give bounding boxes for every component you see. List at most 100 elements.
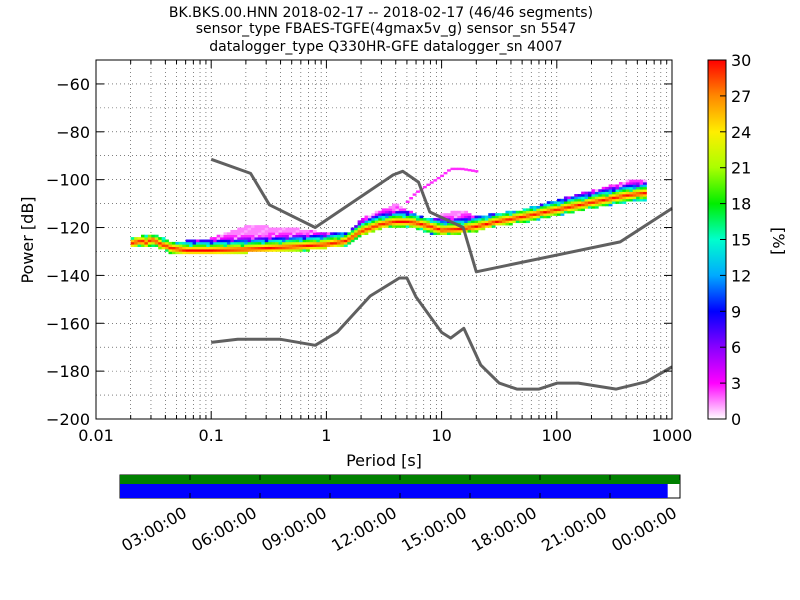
heatmap-cell bbox=[457, 213, 462, 216]
heatmap-cell bbox=[391, 215, 396, 219]
heatmap-cell bbox=[285, 244, 290, 247]
heatmap-cell bbox=[584, 196, 589, 200]
heatmap-cell bbox=[244, 246, 248, 250]
heatmap-cell bbox=[567, 203, 572, 207]
heatmap-cell bbox=[570, 205, 575, 209]
heatmap-cell bbox=[264, 249, 269, 252]
heatmap-cell bbox=[615, 191, 620, 195]
heatmap-cell bbox=[388, 210, 393, 214]
heatmap-cell bbox=[378, 225, 383, 228]
heatmap-cell bbox=[440, 232, 444, 236]
heatmap-cell bbox=[416, 220, 420, 224]
heatmap-cell bbox=[374, 225, 379, 228]
heatmap-cell bbox=[206, 251, 211, 255]
heatmap-cell bbox=[639, 189, 644, 192]
heatmap-cell bbox=[584, 205, 589, 209]
heatmap-cell bbox=[264, 241, 269, 245]
heatmap-cell bbox=[326, 234, 331, 238]
heatmap-cell bbox=[292, 241, 297, 245]
heatmap-cell bbox=[244, 249, 248, 252]
heatmap-cell bbox=[477, 222, 482, 226]
heatmap-cell bbox=[357, 222, 362, 226]
heatmap-cell bbox=[467, 215, 472, 219]
heatmap-cell bbox=[168, 249, 173, 252]
heatmap-cell bbox=[422, 220, 427, 224]
heatmap-cell bbox=[398, 208, 403, 212]
heatmap-cell bbox=[168, 244, 173, 247]
heatmap-cell bbox=[357, 225, 362, 228]
heatmap-cell bbox=[416, 222, 420, 226]
heatmap-cell bbox=[443, 213, 448, 216]
heatmap-cell bbox=[354, 234, 359, 238]
colorbar-tick-label: 6 bbox=[731, 338, 741, 357]
heatmap-cell bbox=[546, 210, 551, 214]
heatmap-cell bbox=[629, 196, 634, 200]
heatmap-cell bbox=[278, 229, 283, 233]
heatmap-cell bbox=[550, 201, 555, 204]
heatmap-cell bbox=[422, 227, 427, 231]
heatmap-cell bbox=[264, 244, 269, 247]
heatmap-cell bbox=[488, 215, 493, 219]
heatmap-cell bbox=[316, 246, 321, 250]
heatmap-cell bbox=[618, 182, 623, 185]
heatmap-cell bbox=[615, 184, 620, 188]
x-tick-label: 0.01 bbox=[78, 426, 114, 445]
heatmap-cell bbox=[226, 251, 231, 255]
heatmap-cell bbox=[254, 246, 259, 250]
heatmap-cell bbox=[220, 239, 224, 243]
heatmap-cell bbox=[251, 246, 255, 250]
heatmap-cell bbox=[581, 208, 585, 212]
heatmap-cell bbox=[536, 208, 541, 212]
colorbar-tick-label: 30 bbox=[731, 51, 751, 70]
heatmap-cell bbox=[429, 225, 434, 228]
heatmap-cell bbox=[275, 241, 279, 245]
heatmap-cell bbox=[436, 227, 441, 231]
heatmap-cell bbox=[288, 241, 293, 245]
heatmap-cell bbox=[354, 227, 359, 231]
heatmap-cell bbox=[199, 249, 204, 252]
heatmap-cell bbox=[598, 198, 603, 202]
heatmap-cell bbox=[464, 222, 469, 226]
heatmap-cell bbox=[567, 208, 572, 212]
heatmap-cell bbox=[477, 227, 482, 231]
heatmap-cell bbox=[450, 215, 455, 219]
heatmap-cell bbox=[409, 210, 414, 214]
heatmap-cell bbox=[171, 241, 176, 245]
heatmap-cell bbox=[275, 227, 279, 231]
heatmap-cell bbox=[395, 210, 400, 214]
heatmap-cell bbox=[522, 210, 527, 214]
heatmap-cell bbox=[285, 232, 290, 236]
heatmap-cell bbox=[333, 244, 338, 247]
heatmap-cell bbox=[275, 244, 279, 247]
heatmap-cell bbox=[230, 232, 235, 236]
heatmap-cell bbox=[374, 215, 379, 219]
heatmap-cell bbox=[632, 194, 637, 197]
heatmap-cell bbox=[557, 201, 561, 204]
heatmap-cell bbox=[553, 203, 558, 207]
heatmap-cell bbox=[391, 203, 396, 207]
heatmap-cell bbox=[574, 198, 579, 202]
heatmap-cell bbox=[608, 201, 613, 204]
heatmap-cell bbox=[643, 194, 647, 197]
heatmap-cell bbox=[388, 225, 393, 228]
heatmap-cell bbox=[244, 227, 248, 231]
heatmap-cell bbox=[539, 208, 544, 212]
heatmap-cell bbox=[532, 213, 537, 216]
heatmap-cell bbox=[381, 222, 386, 226]
heatmap-cell bbox=[196, 251, 200, 255]
heatmap-cell bbox=[577, 203, 582, 207]
heatmap-cell bbox=[251, 239, 255, 243]
heatmap-cell bbox=[357, 232, 362, 236]
heatmap-cell bbox=[178, 246, 183, 250]
heatmap-cell bbox=[643, 189, 647, 192]
heatmap-cell bbox=[226, 234, 231, 238]
heatmap-cell bbox=[632, 184, 637, 188]
heatmap-cell bbox=[226, 249, 231, 252]
heatmap-cell bbox=[154, 237, 159, 240]
heatmap-cell bbox=[206, 244, 211, 247]
heatmap-cell bbox=[622, 182, 627, 185]
heatmap-cell bbox=[594, 205, 599, 209]
heatmap-cell bbox=[268, 234, 273, 238]
heatmap-cell bbox=[581, 201, 585, 204]
heatmap-cell bbox=[526, 215, 530, 219]
